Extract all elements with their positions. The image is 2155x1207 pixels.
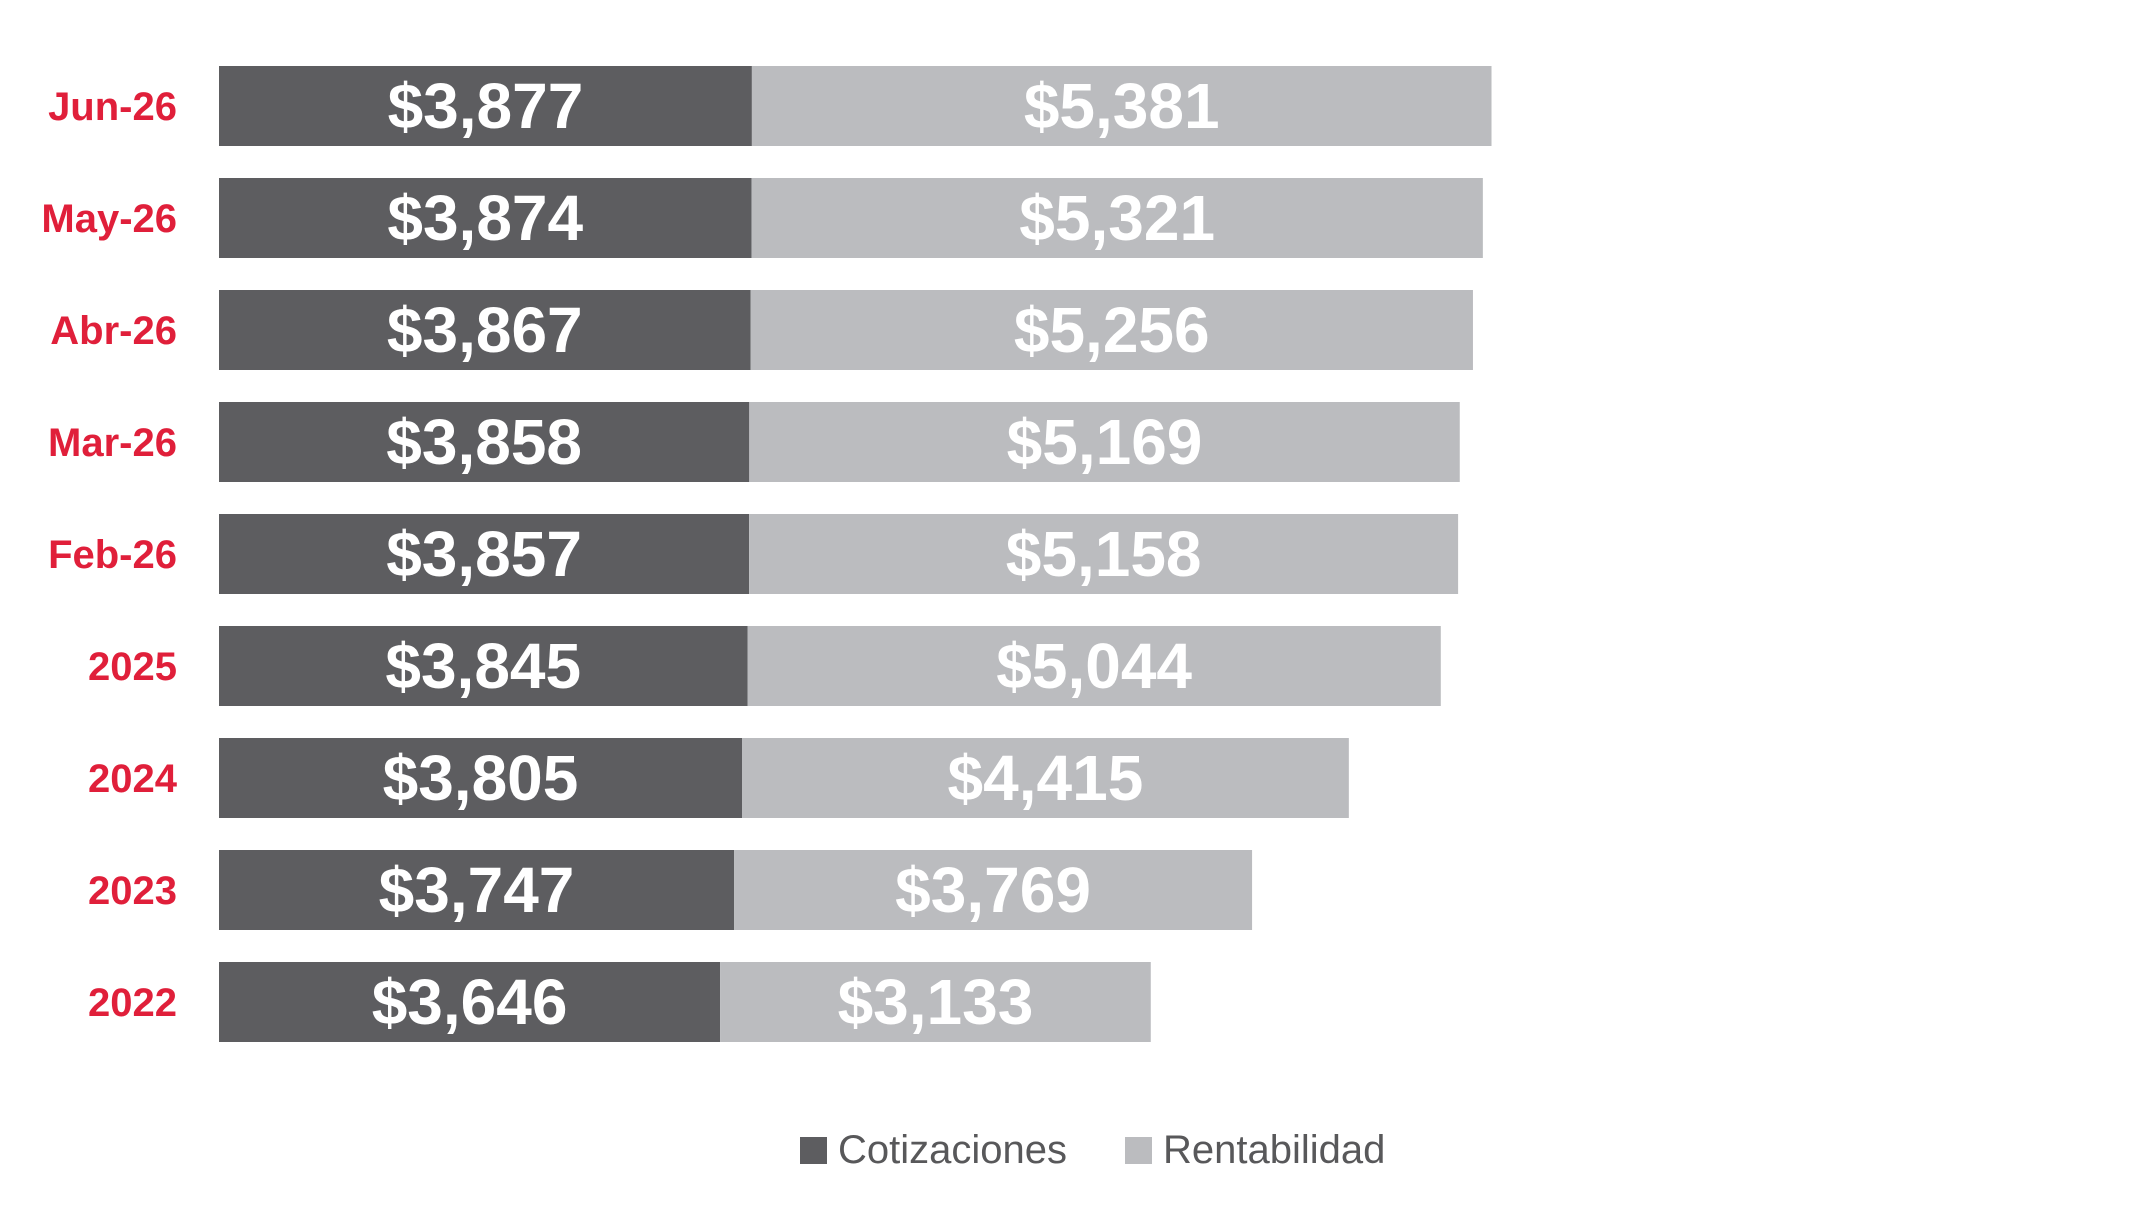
bar-rentabilidad-7 xyxy=(734,850,1253,930)
category-label: 2022 xyxy=(88,981,177,1025)
bar-cotizaciones-3 xyxy=(219,402,750,482)
category-label: Abr-26 xyxy=(50,309,177,353)
bar-value-label: $3,877 xyxy=(388,70,584,142)
category-label: Jun-26 xyxy=(48,85,177,129)
bar-cotizaciones-2 xyxy=(219,290,751,370)
bar-value-labels: $3,877 $5,381 $3,874 $5,321 $3,867 $5,256 $3,8… xyxy=(372,70,1220,1038)
bar-value-label: $3,747 xyxy=(379,854,575,926)
bar-cotizaciones-7 xyxy=(219,850,735,930)
bar-rentabilidad-3 xyxy=(749,402,1460,482)
bar-value-label: $3,874 xyxy=(387,182,583,254)
bar-cotizaciones-6 xyxy=(219,738,742,818)
bar-value-label: $3,769 xyxy=(895,854,1091,926)
bar-rentabilidad-2 xyxy=(750,290,1473,370)
category-label: 2023 xyxy=(88,869,177,913)
bar-rentabilidad-1 xyxy=(751,178,1483,258)
bar-value-label: $5,044 xyxy=(996,630,1192,702)
bar-rentabilidad-0 xyxy=(751,66,1492,146)
bar-value-label: $5,169 xyxy=(1007,406,1203,478)
bar-value-label: $5,321 xyxy=(1019,182,1215,254)
bar-rentabilidad-4 xyxy=(749,514,1459,594)
bar-value-label: $3,845 xyxy=(385,630,581,702)
bar-value-label: $3,857 xyxy=(386,518,582,590)
legend-swatch-rentabilidad xyxy=(1125,1137,1152,1164)
bar-value-label: $5,256 xyxy=(1014,294,1210,366)
category-label: May-26 xyxy=(41,197,177,241)
category-label: Feb-26 xyxy=(48,533,177,577)
category-label: 2025 xyxy=(88,645,177,689)
bar-value-label: $5,381 xyxy=(1024,70,1220,142)
legend: Cotizaciones Rentabilidad xyxy=(800,1128,1385,1172)
category-label: 2024 xyxy=(88,757,178,801)
bar-cotizaciones-0 xyxy=(219,66,752,146)
bar-rentabilidad-6 xyxy=(741,738,1349,818)
bar-value-label: $3,805 xyxy=(383,742,579,814)
category-label: Mar-26 xyxy=(48,421,177,465)
bar-value-label: $3,133 xyxy=(838,966,1034,1038)
bar-cotizaciones-5 xyxy=(219,626,748,706)
bar-value-label: $4,415 xyxy=(948,742,1144,814)
bar-value-label: $5,158 xyxy=(1006,518,1202,590)
bar-value-label: $3,858 xyxy=(386,406,582,478)
bars xyxy=(219,66,1492,1042)
bar-cotizaciones-4 xyxy=(219,514,750,594)
bar-cotizaciones-8 xyxy=(219,962,721,1042)
category-labels: Jun-26 May-26 Abr-26 Mar-26 Feb-26 2025 2024 20… xyxy=(41,85,177,1025)
legend-label-cotizaciones: Cotizaciones xyxy=(838,1128,1067,1172)
bar-cotizaciones-1 xyxy=(219,178,752,258)
legend-swatch-cotizaciones xyxy=(800,1137,827,1164)
bar-value-label: $3,867 xyxy=(387,294,583,366)
legend-label-rentabilidad: Rentabilidad xyxy=(1163,1128,1385,1172)
bar-rentabilidad-8 xyxy=(720,962,1151,1042)
bar-rentabilidad-5 xyxy=(747,626,1441,706)
bar-value-label: $3,646 xyxy=(372,966,568,1038)
